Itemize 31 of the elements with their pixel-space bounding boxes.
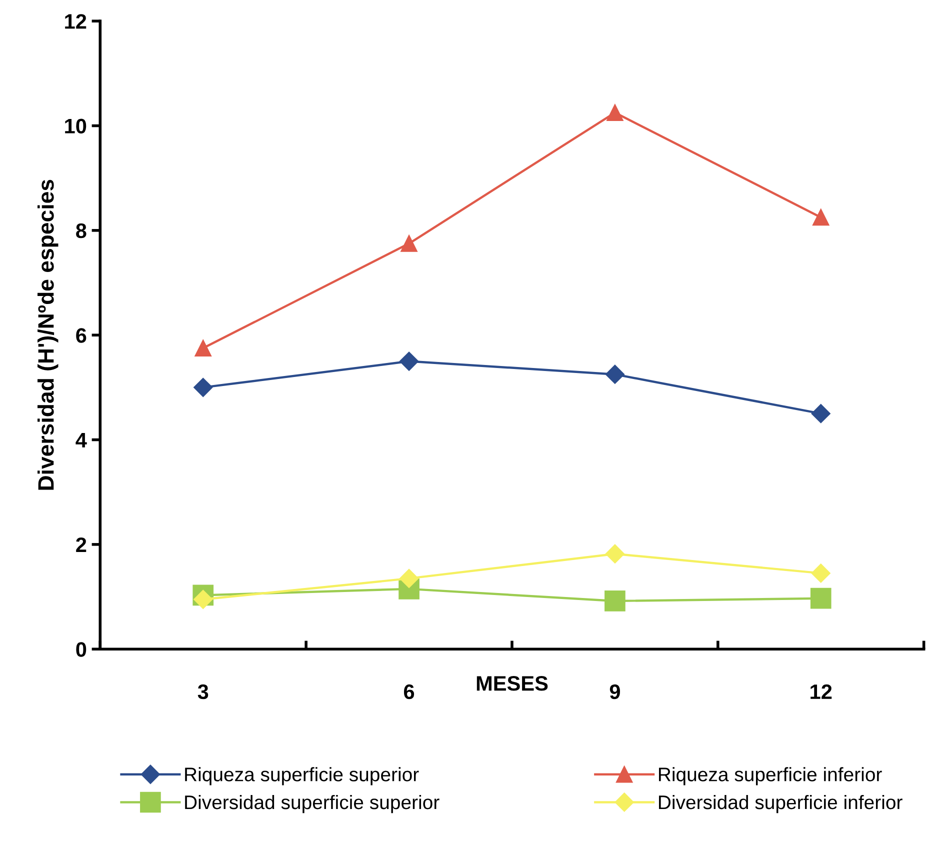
y-tick-label: 4: [76, 432, 87, 448]
y-tick-label: 6: [76, 328, 86, 343]
point: [810, 588, 832, 609]
y-axis-title: Diversidad (H')/Nºde especies: [38, 180, 58, 490]
y-tick-label: 2: [76, 537, 86, 552]
x-tick-label: 3: [198, 684, 208, 700]
legend-label: Riqueza superficie inferior: [658, 767, 882, 786]
point: [400, 568, 419, 588]
point: [604, 590, 626, 612]
legend-label: Diversidad superficie inferior: [658, 794, 902, 814]
x-axis-title: MESES: [476, 676, 548, 691]
x-tick-label: 12: [810, 684, 832, 699]
x-tick-label: 6: [404, 684, 414, 700]
point: [811, 564, 830, 583]
point: [606, 104, 624, 121]
point: [194, 590, 213, 609]
y-tick-label: 10: [65, 118, 86, 134]
legend-label: Diversidad superficie superior: [185, 794, 440, 814]
point: [400, 352, 419, 371]
point: [812, 209, 830, 226]
point: [605, 544, 624, 564]
y-tick-label: 8: [76, 223, 86, 238]
legend-label: Riqueza superficie superior: [185, 767, 419, 786]
point: [811, 404, 830, 424]
point: [194, 340, 212, 357]
y-tick-label: 0: [76, 642, 86, 657]
y-tick-label: 12: [65, 14, 86, 29]
point: [400, 235, 418, 252]
x-tick-label: 9: [610, 684, 620, 700]
point: [605, 364, 624, 384]
point: [194, 378, 213, 397]
